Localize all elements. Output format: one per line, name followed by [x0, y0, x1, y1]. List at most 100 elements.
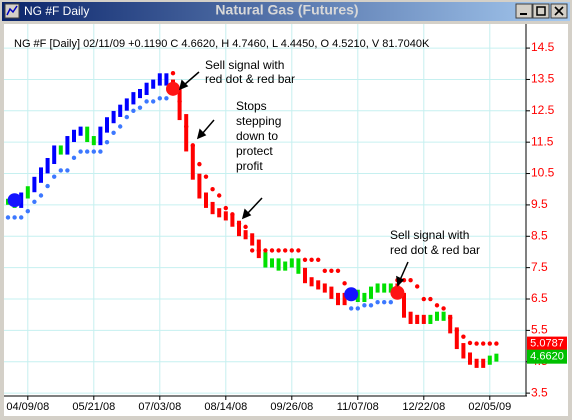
- signal-dot: [166, 81, 180, 96]
- price-bar: [309, 277, 314, 287]
- price-bar: [72, 129, 76, 143]
- price-bar: [276, 258, 281, 271]
- stop-dot: [415, 284, 420, 289]
- last-value-label: 4.6620: [530, 351, 564, 363]
- stop-dot: [322, 268, 327, 273]
- close-glyph: [554, 6, 564, 16]
- stop-dot: [316, 257, 321, 263]
- last-value-label: 5.0787: [530, 338, 564, 350]
- price-bar: [322, 283, 327, 293]
- price-bar: [85, 126, 90, 143]
- y-tick-label: 13.5: [531, 72, 555, 86]
- stop-dot: [177, 99, 182, 104]
- x-tick-label: 08/14/08: [204, 401, 247, 413]
- title-bar: [2, 2, 570, 21]
- y-tick-label: 8.5: [531, 228, 548, 242]
- x-tick-label: 07/03/08: [138, 401, 181, 413]
- stop-dot: [32, 199, 37, 204]
- y-tick-label: 10.5: [531, 166, 555, 180]
- stop-dot: [58, 168, 63, 173]
- price-bar: [435, 311, 439, 321]
- price-bar: [105, 117, 109, 133]
- maximize-button[interactable]: [532, 3, 550, 19]
- stop-dot: [19, 215, 24, 220]
- annotation: Sell signal with red dot & red bar: [205, 58, 295, 86]
- stop-dot: [388, 299, 393, 305]
- price-bar: [124, 98, 129, 111]
- arrow-head: [241, 208, 252, 220]
- price-bar: [243, 230, 248, 240]
- price-bar: [138, 88, 142, 99]
- price-bar: [197, 173, 202, 199]
- y-tick-label: 3.5: [531, 385, 548, 399]
- price-bar: [494, 353, 499, 362]
- x-tick-label: 05/21/08: [72, 401, 115, 413]
- stop-dot: [441, 306, 446, 311]
- price-bar: [402, 292, 406, 318]
- price-bar: [25, 186, 30, 199]
- price-bar: [177, 88, 182, 121]
- price-bar: [118, 104, 123, 117]
- stop-dot: [335, 268, 341, 273]
- price-bar: [468, 352, 472, 365]
- stop-dot: [12, 215, 17, 220]
- price-bar: [388, 283, 393, 293]
- price-bar: [428, 314, 433, 324]
- minimize-button[interactable]: [515, 3, 533, 19]
- last-value-box: [527, 349, 567, 364]
- x-tick-label: 04/09/08: [6, 401, 49, 413]
- annotation-line: down to: [236, 129, 278, 143]
- stop-dot: [137, 105, 143, 110]
- arrow-head: [178, 79, 189, 91]
- y-tick-label: 7.5: [531, 260, 548, 274]
- price-bar: [157, 73, 162, 86]
- price-bar: [184, 114, 189, 152]
- signal-dot: [7, 193, 22, 208]
- price-bar: [250, 233, 255, 246]
- annotation-line: protect: [236, 144, 273, 158]
- stop-dot: [71, 155, 77, 161]
- stop-dot: [184, 124, 189, 129]
- price-bar: [111, 110, 116, 124]
- price-bar: [441, 311, 446, 321]
- stop-dot: [98, 149, 103, 154]
- stop-dot: [144, 99, 149, 104]
- price-bar: [461, 343, 466, 359]
- price-bar: [91, 136, 96, 146]
- price-bar: [45, 157, 50, 174]
- stop-dot: [25, 208, 30, 214]
- stop-dot: [52, 174, 57, 179]
- annotation-line: red dot & red bar: [390, 243, 480, 257]
- price-bar: [58, 145, 63, 155]
- price-bar: [448, 314, 453, 334]
- price-bar: [151, 79, 156, 89]
- window-title: Natural Gas (Futures): [215, 2, 358, 18]
- info-line: NG #F [Daily] 02/11/09 +0.1190 C 4.6620,…: [14, 38, 430, 50]
- price-bar: [487, 355, 492, 365]
- stop-dot: [38, 193, 44, 198]
- annotation: Sell signal with red dot & red bar: [390, 228, 480, 257]
- price-bar: [296, 258, 301, 274]
- price-bar: [421, 314, 426, 324]
- annotation-line: Stops: [236, 99, 267, 113]
- price-bar: [263, 252, 268, 268]
- price-bar: [481, 358, 486, 368]
- stop-dot: [494, 341, 499, 346]
- price-bar: [362, 292, 367, 303]
- stop-dot: [349, 306, 354, 311]
- price-bar: [408, 311, 413, 324]
- stop-dot: [250, 248, 255, 253]
- price-bar: [303, 267, 307, 284]
- stop-dot: [487, 341, 492, 346]
- stop-dot: [131, 108, 136, 114]
- stop-dot: [164, 96, 169, 101]
- stop-dot: [276, 248, 281, 253]
- x-tick-label: 11/07/08: [337, 401, 379, 413]
- window-buttons: [515, 3, 568, 19]
- price-bar: [283, 261, 288, 271]
- arrow: [399, 261, 409, 281]
- y-tick-label: 14.5: [531, 40, 555, 54]
- annotation-line: Sell signal with: [390, 228, 469, 242]
- annotation-arrows: [178, 71, 409, 287]
